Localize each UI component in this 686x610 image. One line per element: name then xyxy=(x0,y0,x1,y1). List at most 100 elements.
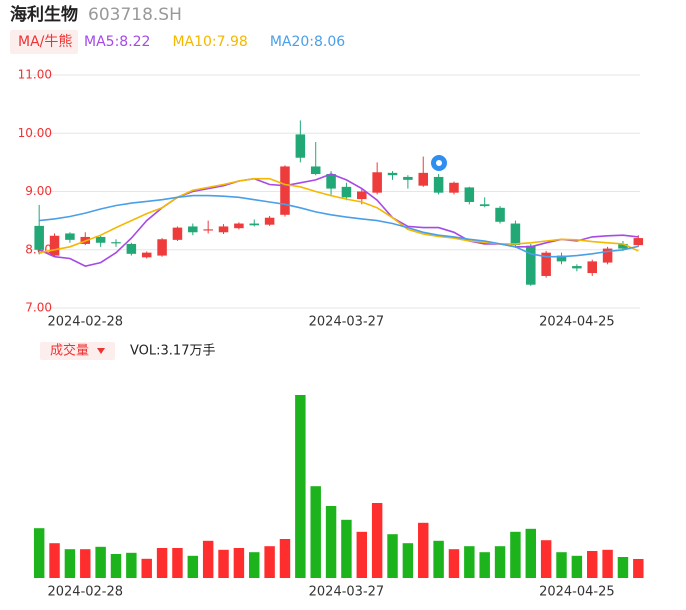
candle-body xyxy=(341,186,352,198)
indicator-button[interactable]: MA/牛熊 xyxy=(18,34,72,50)
volume-bar xyxy=(617,557,629,578)
candle-body xyxy=(479,204,490,207)
volume-bar xyxy=(249,552,260,578)
y-tick-label: 10.00 xyxy=(18,126,52,140)
y-tick-label: 11.00 xyxy=(18,68,52,82)
candle-body xyxy=(310,166,321,175)
volume-bar xyxy=(49,543,60,578)
volume-bar xyxy=(494,546,506,578)
volume-bar xyxy=(310,486,321,578)
volume-bar xyxy=(341,519,352,578)
candle-body xyxy=(49,235,60,256)
volume-bar xyxy=(433,540,444,578)
volume-bar xyxy=(525,528,537,578)
candle-body xyxy=(433,176,444,193)
stock-code: 603718.SH xyxy=(88,5,182,25)
volume-bar xyxy=(233,548,245,578)
volume-bar xyxy=(141,558,152,578)
volume-bar xyxy=(95,546,106,578)
volume-bar xyxy=(187,555,199,578)
dropdown-arrow[interactable] xyxy=(97,348,105,354)
volume-bar xyxy=(587,551,598,578)
volume-bar xyxy=(295,395,306,578)
ma-line xyxy=(39,194,639,258)
candle-body xyxy=(326,174,336,189)
candle-body xyxy=(602,248,613,263)
volume-button-bg[interactable] xyxy=(40,342,115,360)
volume-bar xyxy=(325,506,337,578)
candle-body xyxy=(572,266,582,269)
candle-body xyxy=(264,217,275,225)
legend-entry: MA20:8.06 xyxy=(270,34,345,50)
stock-name: 海利生物 xyxy=(10,4,78,25)
candle-body xyxy=(449,182,459,193)
x-tick-label: 2024-04-25 xyxy=(539,315,615,330)
candle-body xyxy=(111,242,121,244)
candle-body xyxy=(387,172,398,176)
volume-bar xyxy=(464,546,475,578)
volume-x-tick-label: 2024-03-27 xyxy=(309,585,385,600)
volume-summary: VOL:3.17万手 xyxy=(130,344,215,359)
volume-x-tick-label: 2024-04-25 xyxy=(539,585,615,600)
candle-body xyxy=(65,233,75,240)
y-tick-label: 7.00 xyxy=(25,301,52,315)
volume-bar xyxy=(479,552,490,578)
candle-body xyxy=(510,223,521,246)
ma-line xyxy=(39,177,639,254)
candle-body xyxy=(34,225,44,250)
candle-body xyxy=(126,243,137,254)
y-tick-label: 9.00 xyxy=(25,184,52,198)
candle-body xyxy=(495,207,505,222)
candle-body xyxy=(280,166,290,215)
candle-body xyxy=(618,243,628,249)
x-tick-label: 2024-03-27 xyxy=(309,315,385,330)
volume-bar xyxy=(402,543,414,578)
volume-button[interactable]: 成交量 xyxy=(50,343,89,359)
x-tick-label: 2024-02-28 xyxy=(47,315,123,330)
volume-bar xyxy=(510,531,521,578)
candle-body xyxy=(403,176,413,180)
volume-bar xyxy=(448,549,460,578)
candle-body xyxy=(541,252,551,276)
candle-body xyxy=(157,239,167,256)
volume-bar xyxy=(371,503,383,578)
candle-body xyxy=(95,236,106,243)
volume-bar xyxy=(602,549,613,578)
candle-body xyxy=(357,191,367,200)
candle-body xyxy=(526,245,536,285)
candle-body xyxy=(418,172,429,186)
volume-bar xyxy=(418,522,429,578)
volume-bar xyxy=(218,549,229,578)
volume-bar xyxy=(356,531,368,578)
candle-body xyxy=(203,229,213,231)
ma-line xyxy=(38,173,639,267)
candle-body xyxy=(556,255,567,262)
legend-entry: MA10:7.98 xyxy=(172,34,247,50)
candle-body xyxy=(141,252,152,258)
volume-bar xyxy=(387,534,398,578)
volume-bar xyxy=(64,549,76,578)
candle-body xyxy=(249,223,260,226)
volume-bar xyxy=(202,540,214,578)
volume-bar xyxy=(633,558,644,578)
indicator-button-bg[interactable] xyxy=(10,30,78,54)
volume-bar xyxy=(126,552,137,578)
volume-bar xyxy=(556,552,567,578)
volume-bar xyxy=(80,549,91,578)
volume-bar xyxy=(33,528,45,578)
volume-bar xyxy=(156,548,168,578)
candle-body xyxy=(172,227,183,240)
volume-x-tick-label: 2024-02-28 xyxy=(47,585,123,600)
candle-body xyxy=(633,238,644,246)
volume-bar xyxy=(110,554,122,578)
volume-bar xyxy=(279,539,291,578)
candle-body xyxy=(218,226,229,233)
event-badge-dot xyxy=(436,160,442,166)
volume-bar xyxy=(571,555,583,578)
volume-bar xyxy=(172,548,183,578)
candle-body xyxy=(587,261,597,274)
volume-bar xyxy=(540,540,552,578)
candle-body xyxy=(464,187,475,202)
candle-body xyxy=(295,134,306,158)
